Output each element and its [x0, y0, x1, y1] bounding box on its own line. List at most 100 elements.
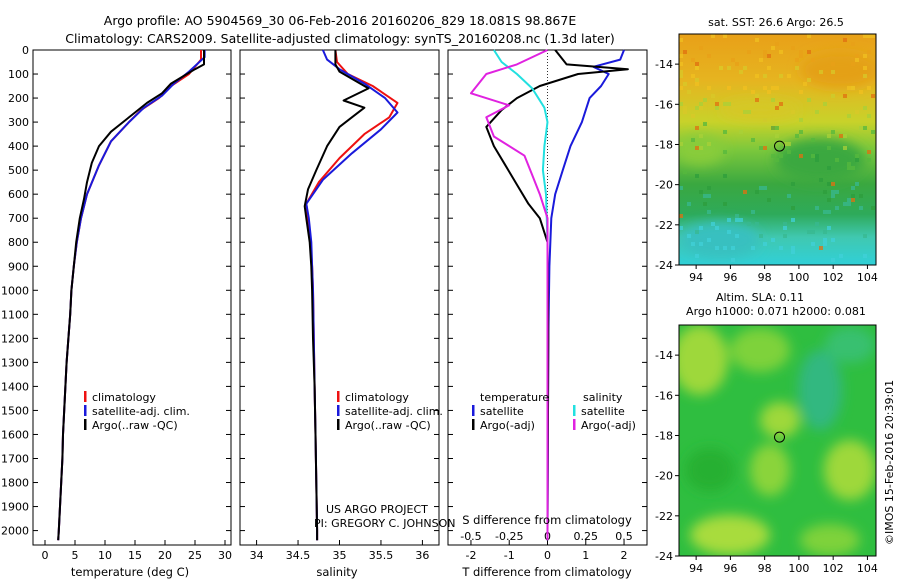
sst-pixel [751, 246, 755, 250]
x-tick-label: 35 [333, 549, 347, 562]
legend-climatology: climatology [92, 391, 156, 404]
sst-pixel [791, 250, 795, 254]
sst-pixel [771, 46, 775, 50]
sst-pixel [691, 242, 695, 246]
sst-pixel [827, 182, 831, 186]
y-tick-label: -18 [655, 138, 673, 151]
x-tick-label: 96 [723, 562, 737, 575]
sst-pixel [711, 222, 715, 226]
sst-pixel [711, 34, 715, 38]
sst-pixel [851, 198, 855, 202]
sst-pixel [811, 138, 815, 142]
sst-pixel [787, 142, 791, 146]
sst-pixel [755, 222, 759, 226]
sst-pixel [867, 158, 871, 162]
series-argo-raw-qc [57, 50, 205, 541]
sst-pixel [695, 66, 699, 70]
sst-pixel [763, 54, 767, 58]
sst-pixel [827, 210, 831, 214]
sst-pixel [831, 194, 835, 198]
sst-pixel [731, 246, 735, 250]
sst-pixel [799, 54, 803, 58]
y-tick-label: -20 [655, 179, 673, 192]
sst-pixel [771, 86, 775, 90]
sst-pixel [831, 130, 835, 134]
y-tick-label: -24 [655, 259, 673, 272]
y-tick-label: 200 [8, 92, 29, 105]
series-s-satellite [493, 49, 549, 541]
sst-pixel [871, 130, 875, 134]
chart-title-line2: Climatology: CARS2009. Satellite-adjuste… [65, 31, 615, 46]
y-tick-label: -14 [655, 58, 673, 71]
x-tick-label: 94 [689, 271, 703, 284]
sst-pixel [779, 102, 783, 106]
legend-swatch-s-satellite [573, 405, 576, 416]
sst-pixel [763, 146, 767, 150]
sst-pixel [707, 238, 711, 242]
sst-pixel [847, 86, 851, 90]
sst-pixel [795, 66, 799, 70]
sst-pixel [863, 234, 867, 238]
sst-pixel [731, 58, 735, 62]
sst-pixel [699, 102, 703, 106]
sst-pixel [831, 62, 835, 66]
sst-pixel [863, 34, 867, 38]
sst-pixel [747, 222, 751, 226]
series-climatology [305, 49, 399, 541]
legend-swatch-s-argo [573, 419, 576, 430]
x-tick-label: 94 [689, 562, 703, 575]
sst-pixel [843, 38, 847, 42]
sla-map-panel: Altim. SLA: 0.11 Argo h1000: 0.071 h2000… [655, 291, 878, 575]
sst-pixel [763, 86, 767, 90]
sst-pixel [735, 234, 739, 238]
y-tick-label: -22 [655, 219, 673, 232]
legend-satellite: satellite-adj. clim. [345, 405, 443, 418]
x-tick-label: 102 [823, 271, 844, 284]
x-tick-label: 104 [857, 271, 878, 284]
y-tick-label: 100 [8, 68, 29, 81]
sst-pixel [767, 198, 771, 202]
sst-pixel [787, 194, 791, 198]
sst-pixel [799, 50, 803, 54]
sst-pixel [827, 198, 831, 202]
sst-pixel [779, 154, 783, 158]
sst-pixel [739, 70, 743, 74]
series-satellite-adj-clim [57, 50, 206, 541]
sst-pixel [831, 238, 835, 242]
x-tick-label: 35.5 [369, 549, 394, 562]
sst-pixel [843, 146, 847, 150]
sst-pixel [679, 38, 683, 42]
x-tick-label: 104 [857, 562, 878, 575]
sst-pixel [695, 62, 699, 66]
x-tick-label: 10 [98, 549, 112, 562]
x-tick-label: -2 [465, 549, 476, 562]
sst-pixel [695, 174, 699, 178]
argo-position-marker [774, 140, 786, 152]
sst-pixel [759, 146, 763, 150]
sst-pixel [815, 154, 819, 158]
x-tick-label: 34 [250, 549, 264, 562]
sst-pixel [783, 142, 787, 146]
sst-pixel [755, 74, 759, 78]
sst-pixel [779, 74, 783, 78]
sst-pixel [699, 146, 703, 150]
sst-pixel [847, 114, 851, 118]
sst-pixel [763, 186, 767, 190]
sst-pixel [679, 54, 683, 58]
difference-panel: -2 -1 0 1 2-0.5 -0.25 0 0.25 0.5 T difference fr… [447, 49, 648, 579]
sst-pixel [815, 110, 819, 114]
sst-pixel [803, 82, 807, 86]
sst-pixel [691, 58, 695, 62]
sst-pixel [679, 62, 683, 66]
sst-pixel [827, 226, 831, 230]
sst-pixel [727, 102, 731, 106]
sst-pixel [699, 46, 703, 50]
sst-pixel [855, 58, 859, 62]
sst-pixel [787, 74, 791, 78]
sst-pixel [723, 34, 727, 38]
project-credit: US ARGO PROJECT [326, 503, 428, 516]
salinity-panel: 34 34.5 35 35.5 36 salinity climatology sate… [239, 49, 455, 579]
legend-temperature-title: temperature [480, 391, 549, 404]
sst-pixel [855, 110, 859, 114]
